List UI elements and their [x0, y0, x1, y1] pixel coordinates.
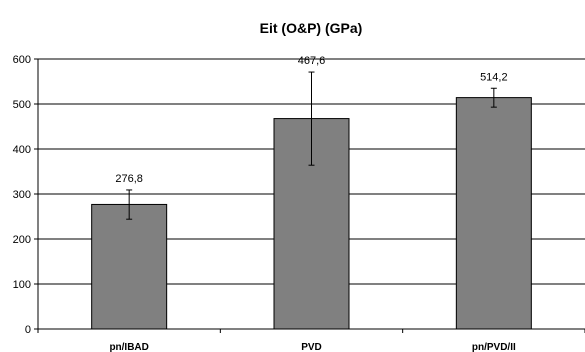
bars — [91, 97, 532, 330]
chart-title: Eit (O&P) (GPa) — [260, 20, 363, 36]
data-label: 467,6 — [298, 55, 326, 67]
bar — [91, 203, 168, 330]
y-tick-label: 400 — [13, 144, 31, 156]
category-label: pn/IBAD — [109, 342, 148, 352]
category-label: PVD — [301, 342, 322, 352]
y-tick-label: 500 — [13, 99, 31, 111]
y-tick-label: 200 — [13, 234, 31, 246]
y-axis-ticks: 0 100 200 300 400 500 600 — [13, 54, 38, 336]
error-bars — [126, 71, 497, 220]
y-tick-label: 0 — [25, 324, 31, 336]
data-label: 276,8 — [115, 173, 143, 185]
y-tick-label: 100 — [13, 279, 31, 291]
category-label: pn/PVD/II — [472, 342, 516, 352]
x-axis-labels: pn/IBAD PVD pn/PVD/II — [109, 342, 516, 352]
data-label: 514,2 — [480, 71, 508, 83]
y-tick-label: 600 — [13, 54, 31, 66]
y-tick-label: 300 — [13, 189, 31, 201]
bar — [455, 97, 532, 330]
data-labels: 276,8 467,6 514,2 — [115, 55, 507, 185]
